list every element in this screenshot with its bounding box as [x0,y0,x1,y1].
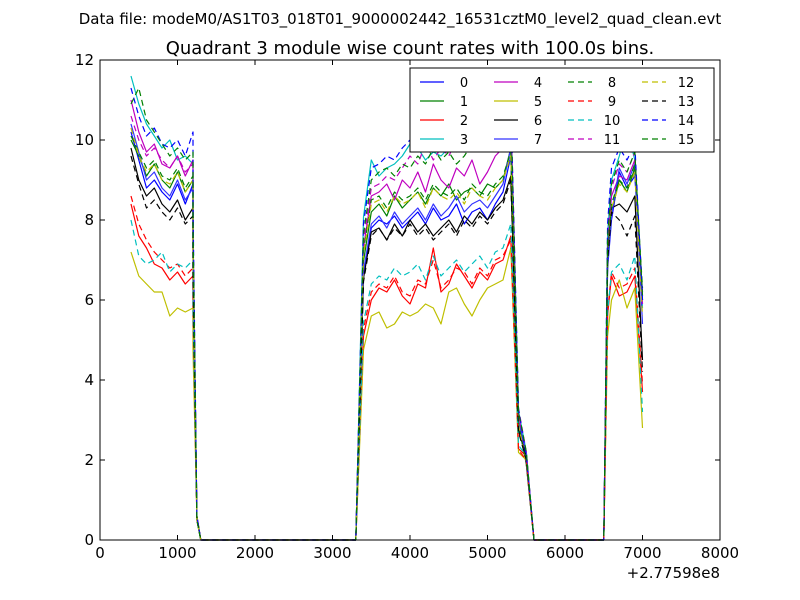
legend-label-10: 10 [604,114,621,129]
chart-title: Quadrant 3 module wise count rates with … [166,38,655,59]
plot-area: 0 1000 2000 3000 4000 5000 6000 7000 80000246810… [75,51,739,562]
legend-box [409,67,715,153]
chart-suptitle: Data file: modeM0/AS1T03_018T01_90000024… [79,10,722,29]
series-line-10 [130,219,644,541]
x-tick-label: 4000 [391,544,429,562]
series-line-12 [130,127,644,541]
series-line-11 [130,99,644,541]
x-tick-label: 6000 [546,544,584,562]
y-tick-label: 12 [75,51,94,69]
x-tick-label: 7000 [623,544,661,562]
legend-label-9: 9 [608,95,616,110]
x-tick-label: 8000 [701,544,739,562]
series-line-15 [130,87,644,541]
y-tick-label: 4 [84,371,94,389]
x-tick-label: 1000 [158,544,196,562]
x-tick-label: 0 [95,544,105,562]
legend-label-5: 5 [534,95,542,110]
series-line-13 [130,155,644,541]
series-line-14 [130,87,644,541]
y-tick-label: 6 [84,291,94,309]
legend-label-2: 2 [460,114,468,129]
legend-label-6: 6 [534,114,542,129]
x-axis-offset-label: +2.77598e8 [627,564,720,582]
legend-label-4: 4 [534,76,542,91]
series-line-8 [130,135,644,541]
legend-label-3: 3 [460,133,468,148]
ticks-layer: 0 1000 2000 3000 4000 5000 6000 7000 80000246810… [75,51,739,562]
y-tick-label: 10 [75,131,94,149]
legend-label-14: 14 [678,114,695,129]
legend-label-15: 15 [678,133,695,148]
series-line-4 [130,99,644,541]
series-line-7 [130,123,644,541]
series-line-9 [130,195,644,541]
legend-label-11: 11 [604,133,621,148]
legend-label-0: 0 [460,76,468,91]
y-tick-label: 2 [84,451,94,469]
y-tick-label: 0 [84,531,94,549]
x-tick-label: 2000 [236,544,274,562]
series-line-1 [130,139,644,541]
legend-label-7: 7 [534,133,542,148]
legend-label-12: 12 [678,76,695,91]
x-tick-label: 3000 [313,544,351,562]
legend-label-13: 13 [678,95,695,110]
x-tick-label: 5000 [468,544,506,562]
legend-label-8: 8 [608,76,616,91]
y-tick-label: 8 [84,211,94,229]
series-line-6 [130,147,644,541]
series-line-0 [130,131,644,541]
series-line-2 [130,203,644,541]
legend-label-1: 1 [460,95,468,110]
